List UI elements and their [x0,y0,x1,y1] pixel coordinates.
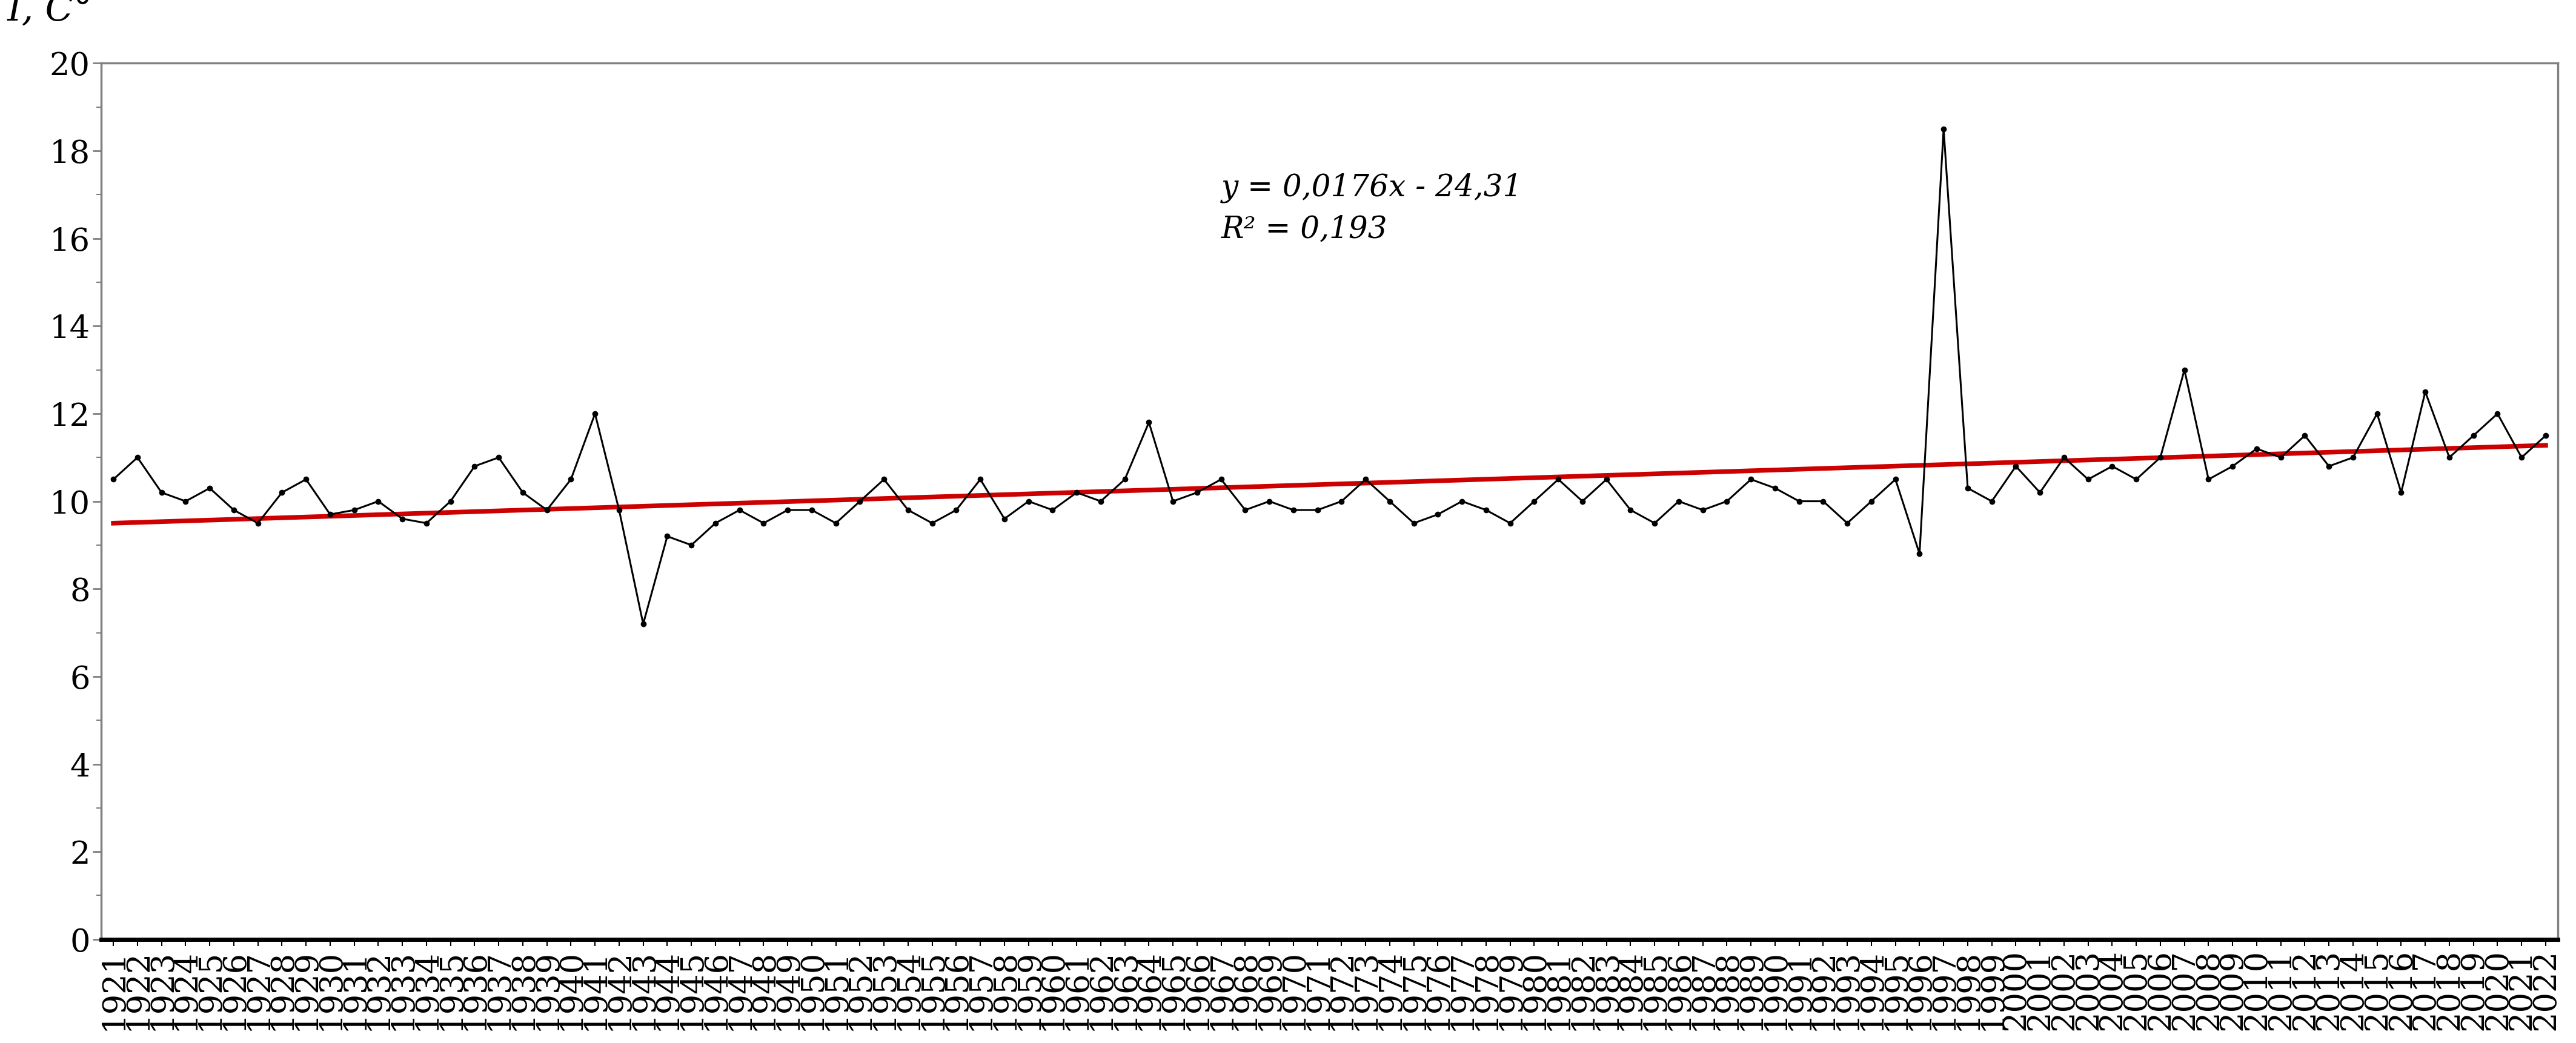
Text: y = 0,0176x - 24,31
R² = 0,193: y = 0,0176x - 24,31 R² = 0,193 [1221,173,1522,244]
Y-axis label: T, С°: T, С° [3,0,93,28]
